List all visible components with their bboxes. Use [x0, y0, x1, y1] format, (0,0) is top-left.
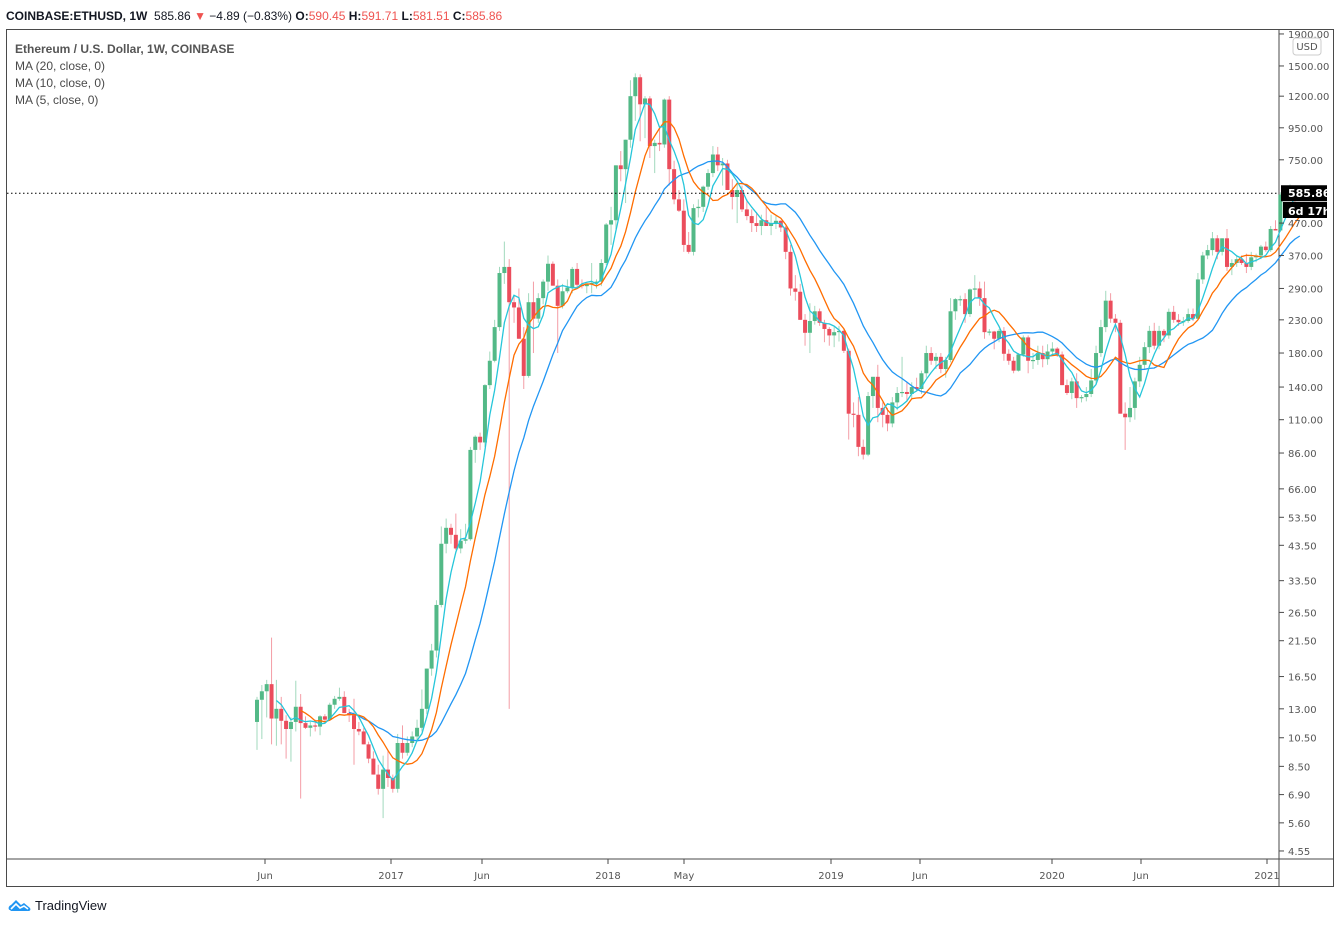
low-value: 581.51 [412, 9, 450, 23]
price-tick: 950.00 [1288, 124, 1323, 135]
high-value: 591.71 [361, 9, 399, 23]
price-tick: 10.50 [1288, 734, 1317, 745]
price-tick: 230.00 [1288, 316, 1323, 327]
time-tick: Jun [256, 871, 273, 882]
ma20-line [348, 160, 1301, 742]
price-tick: 370.00 [1288, 251, 1323, 262]
price-tick: 26.50 [1288, 608, 1317, 619]
currency-badge[interactable]: USD [1292, 37, 1322, 56]
legend-ma20[interactable]: MA (20, close, 0) [15, 59, 106, 73]
currency-label: USD [1296, 42, 1318, 53]
legend-ma10[interactable]: MA (10, close, 0) [15, 76, 106, 90]
price-tick: 8.50 [1288, 762, 1310, 773]
candlestick-series [255, 73, 1302, 819]
tradingview-logo-icon [8, 900, 31, 911]
symbol-header: COINBASE:ETHUSD, 1W 585.86 ▼ −4.89 (−0.8… [6, 9, 502, 23]
chart-frame [6, 29, 1334, 887]
countdown-label: 6d 17h [1288, 205, 1331, 218]
chart-legend: Ethereum / U.S. Dollar, 1W, COINBASE MA … [15, 41, 234, 109]
close-label: C: [452, 9, 466, 23]
high-label: H: [348, 9, 362, 23]
ma5-line [275, 102, 1301, 782]
legend-title: Ethereum / U.S. Dollar, 1W, COINBASE [15, 42, 235, 56]
price-axis[interactable]: 1900.00 1500.00 1200.00 950.00 750.00 470.00 3… [1279, 30, 1329, 858]
tradingview-brand[interactable]: TradingView [8, 897, 107, 913]
time-tick: 2019 [818, 871, 843, 882]
close-value: 585.86 [465, 9, 503, 23]
price-tick: 13.00 [1288, 705, 1317, 716]
price-tick: 66.00 [1288, 485, 1317, 496]
time-axis[interactable]: Jun 2017 Jun 2018 May 2019 Jun 2020 Jun 2021 [256, 859, 1280, 882]
brand-label: TradingView [35, 897, 107, 913]
moving-averages [275, 102, 1301, 782]
price-tick: 140.00 [1288, 383, 1323, 394]
price-tick: 1500.00 [1288, 62, 1329, 73]
last-price-label: 585.86 [1288, 187, 1331, 200]
price-tick: 470.00 [1288, 219, 1323, 230]
open-value: 590.45 [308, 9, 346, 23]
low-label: L: [401, 9, 413, 23]
time-tick: Jun [473, 871, 490, 882]
time-tick: Jun [911, 871, 928, 882]
price-tick: 1200.00 [1288, 92, 1329, 103]
symbol-title: COINBASE:ETHUSD, 1W [6, 9, 148, 23]
last-price: 585.86 [154, 9, 191, 23]
price-change: −4.89 (−0.83%) [209, 9, 293, 23]
open-label: O: [295, 9, 309, 23]
price-tick: 43.50 [1288, 541, 1317, 552]
price-tick: 6.90 [1288, 791, 1310, 802]
price-tick: 86.00 [1288, 449, 1317, 460]
last-price-tag: 585.86 6d 17h [1281, 185, 1331, 218]
price-tick: 4.55 [1288, 847, 1310, 858]
legend-ma5[interactable]: MA (5, close, 0) [15, 93, 99, 107]
time-tick: May [674, 871, 695, 882]
price-tick: 16.50 [1288, 673, 1317, 684]
time-tick: 2021 [1254, 871, 1279, 882]
price-tick: 53.50 [1288, 513, 1317, 524]
price-tick: 1900.00 [1288, 30, 1329, 41]
ma10-line [300, 121, 1301, 765]
triangle-down-icon: ▼ [194, 9, 206, 23]
price-tick: 21.50 [1288, 637, 1317, 648]
time-tick: 2018 [595, 871, 620, 882]
price-tick: 110.00 [1288, 416, 1323, 427]
price-tick: 33.50 [1288, 577, 1317, 588]
price-tick: 290.00 [1288, 284, 1323, 295]
time-tick: 2020 [1039, 871, 1064, 882]
price-tick: 180.00 [1288, 349, 1323, 360]
price-tick: 5.60 [1288, 819, 1310, 830]
time-tick: Jun [1132, 871, 1149, 882]
price-tick: 750.00 [1288, 156, 1323, 167]
time-tick: 2017 [378, 871, 403, 882]
